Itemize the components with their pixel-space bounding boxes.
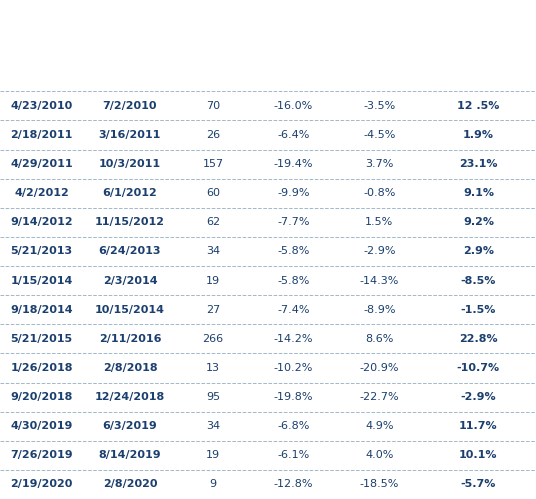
Text: -9.9%: -9.9%	[277, 188, 310, 198]
Text: 62: 62	[206, 218, 220, 228]
Text: -10.7%: -10.7%	[457, 363, 500, 373]
Text: 60: 60	[206, 188, 220, 198]
Text: 23.1%: 23.1%	[459, 159, 497, 169]
Text: 12 .5%: 12 .5%	[457, 101, 500, 111]
Text: -8.5%: -8.5%	[461, 275, 496, 285]
Text: 11.7%: 11.7%	[459, 421, 498, 431]
Text: -5.8%: -5.8%	[277, 247, 310, 256]
Text: -2.9%: -2.9%	[460, 392, 496, 402]
Text: 9.1%: 9.1%	[463, 188, 494, 198]
Text: -20.9%: -20.9%	[360, 363, 399, 373]
Text: -5.7%: -5.7%	[461, 480, 496, 490]
Text: 3/16/2011: 3/16/2011	[99, 130, 161, 140]
Text: 4/30/2019: 4/30/2019	[10, 421, 73, 431]
Text: 10/3/2011: 10/3/2011	[99, 159, 161, 169]
Text: 9.2%: 9.2%	[463, 218, 494, 228]
Text: Flex: Flex	[366, 64, 392, 74]
Text: -0.8%: -0.8%	[363, 188, 396, 198]
Text: -8.9%: -8.9%	[363, 305, 396, 315]
Text: -1.5%: -1.5%	[461, 305, 496, 315]
Text: -5.8%: -5.8%	[277, 275, 310, 285]
Text: 1/15/2014: 1/15/2014	[10, 275, 73, 285]
Text: -22.7%: -22.7%	[360, 392, 399, 402]
Text: -7.7%: -7.7%	[277, 218, 310, 228]
Text: 2/8/2020: 2/8/2020	[103, 480, 157, 490]
Text: -6.8%: -6.8%	[277, 421, 310, 431]
Text: -14.2%: -14.2%	[274, 334, 313, 344]
Text: 2/8/2018: 2/8/2018	[103, 363, 157, 373]
Text: 2/18/2011: 2/18/2011	[10, 130, 73, 140]
Text: 22.8%: 22.8%	[459, 334, 498, 344]
Text: 9: 9	[210, 480, 217, 490]
Text: 157: 157	[203, 159, 224, 169]
Text: 8.6%: 8.6%	[365, 334, 393, 344]
Text: 19: 19	[206, 275, 220, 285]
Text: -10.2%: -10.2%	[274, 363, 313, 373]
Text: 7/2/2010: 7/2/2010	[103, 101, 157, 111]
Text: 4.0%: 4.0%	[365, 450, 393, 460]
Text: S&P 500 Selloffs and Flex Performance: S&P 500 Selloffs and Flex Performance	[91, 17, 445, 32]
Text: Peak: Peak	[26, 64, 57, 74]
Text: -6.4%: -6.4%	[277, 130, 310, 140]
Text: 10/15/2014: 10/15/2014	[95, 305, 165, 315]
Text: Difference: Difference	[445, 64, 511, 74]
Text: 70: 70	[206, 101, 220, 111]
Text: -18.5%: -18.5%	[360, 480, 399, 490]
Text: 4/23/2010: 4/23/2010	[10, 101, 73, 111]
Text: 12/24/2018: 12/24/2018	[95, 392, 165, 402]
Text: 1.5%: 1.5%	[365, 218, 393, 228]
Text: 6/24/2013: 6/24/2013	[99, 247, 161, 256]
Text: Low: Low	[117, 64, 143, 74]
Text: -14.3%: -14.3%	[360, 275, 399, 285]
Text: 2/3/2014: 2/3/2014	[103, 275, 157, 285]
Text: -7.4%: -7.4%	[277, 305, 310, 315]
Text: 11/15/2012: 11/15/2012	[95, 218, 165, 228]
Text: 34: 34	[206, 421, 220, 431]
Text: 266: 266	[203, 334, 224, 344]
Text: 8/14/2019: 8/14/2019	[99, 450, 161, 460]
Text: 10.1%: 10.1%	[459, 450, 497, 460]
Text: -6.1%: -6.1%	[277, 450, 310, 460]
Text: -16.0%: -16.0%	[274, 101, 313, 111]
Text: 3.7%: 3.7%	[365, 159, 393, 169]
Text: 9/20/2018: 9/20/2018	[10, 392, 73, 402]
Text: 6/1/2012: 6/1/2012	[102, 188, 158, 198]
Text: 6/3/2019: 6/3/2019	[102, 421, 158, 431]
Text: 2/19/2020: 2/19/2020	[10, 480, 73, 490]
Text: 4.9%: 4.9%	[365, 421, 393, 431]
Text: -12.8%: -12.8%	[274, 480, 313, 490]
Text: 13: 13	[206, 363, 220, 373]
Text: 5/21/2015: 5/21/2015	[11, 334, 72, 344]
Text: 9/18/2014: 9/18/2014	[10, 305, 73, 315]
Text: 26: 26	[206, 130, 220, 140]
Text: 9/14/2012: 9/14/2012	[10, 218, 73, 228]
Text: 95: 95	[206, 392, 220, 402]
Text: 19: 19	[206, 450, 220, 460]
Text: 7/26/2019: 7/26/2019	[10, 450, 73, 460]
Text: 4/2/2012: 4/2/2012	[14, 188, 69, 198]
Text: 1.9%: 1.9%	[463, 130, 494, 140]
Text: -2.9%: -2.9%	[363, 247, 396, 256]
Text: -19.8%: -19.8%	[274, 392, 313, 402]
Text: 27: 27	[206, 305, 220, 315]
Text: Days to
Low: Days to Low	[190, 59, 236, 80]
Text: 34: 34	[206, 247, 220, 256]
Text: -19.4%: -19.4%	[274, 159, 313, 169]
Text: 2/11/2016: 2/11/2016	[99, 334, 161, 344]
Text: S&P 500: S&P 500	[267, 64, 319, 74]
Text: -3.5%: -3.5%	[363, 101, 396, 111]
Text: 4/29/2011: 4/29/2011	[10, 159, 73, 169]
Text: 5/21/2013: 5/21/2013	[11, 247, 72, 256]
Text: 2.9%: 2.9%	[463, 247, 494, 256]
Text: -4.5%: -4.5%	[363, 130, 396, 140]
Text: 1/26/2018: 1/26/2018	[10, 363, 73, 373]
